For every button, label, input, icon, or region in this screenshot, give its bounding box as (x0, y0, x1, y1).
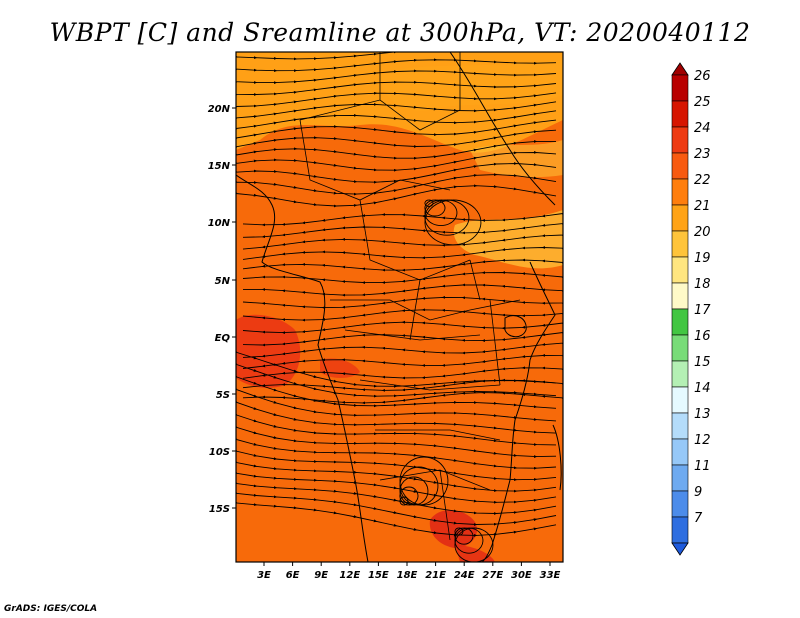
streamline-eddy-southeast (454, 527, 494, 562)
colorbar-label-20: 20 (694, 225, 711, 240)
colorbar-swatch-12 (671, 438, 689, 466)
colorbar-swatch-13 (671, 412, 689, 440)
lon-label-15e: 15E (368, 570, 389, 581)
lat-label-10n: 10N (208, 218, 231, 229)
colorbar-swatch-26 (671, 74, 689, 102)
colorbar-label-23: 23 (694, 147, 711, 162)
colorbar-swatch-15 (671, 360, 689, 388)
map-frame (235, 51, 564, 563)
streamline-eddy-southeast (454, 527, 474, 545)
lon-label-21e: 21E (425, 570, 446, 581)
lon-label-27e: 27E (482, 570, 503, 581)
colorbar-swatch-14 (671, 386, 689, 414)
colorbar-label-25: 25 (694, 95, 711, 110)
lon-label-12e: 12E (339, 570, 360, 581)
streamline-equatorial (242, 289, 563, 310)
colorbar-label-12: 12 (694, 433, 711, 448)
lon-label-9e: 9E (314, 570, 328, 581)
colorbar-label-11: 11 (694, 459, 711, 474)
lon-label-18e: 18E (397, 570, 418, 581)
streamline-equatorial (242, 265, 563, 285)
chart-title: WBPT [C] and Sreamline at 300hPa, VT: 20… (49, 18, 751, 47)
colorbar-label-9: 9 (694, 485, 702, 500)
streamline-eddy-north (424, 199, 434, 207)
streamline-equatorial (242, 301, 563, 322)
colorbar-label-19: 19 (694, 251, 711, 266)
coastlines-borders (236, 52, 562, 562)
streamline-equatorial (242, 241, 563, 260)
longitude-axis: 3E 6E 9E 12E 15E 18E 21E 24E 27E 30E 33E (257, 562, 561, 581)
colorbar-swatch-24 (671, 126, 689, 154)
colorbar-swatch-9 (671, 490, 689, 518)
lat-label-5n: 5N (215, 276, 231, 287)
border-lines (299, 52, 521, 541)
colorbar-label-16: 16 (694, 329, 711, 344)
colorbar-swatch-25 (671, 100, 689, 128)
streamline-equatorial (243, 277, 563, 297)
grads-credit: GrADS: IGES/COLA (4, 604, 98, 614)
lon-label-6e: 6E (286, 570, 300, 581)
colorbar-swatch-16 (671, 334, 689, 362)
coastline-red-sea (449, 52, 556, 206)
colorbar-swatch-22 (671, 178, 689, 206)
coastline-west-africa (236, 174, 369, 562)
lon-label-3e: 3E (257, 570, 271, 581)
shade-region-south-strip (455, 545, 495, 562)
lon-label-24e: 24E (454, 570, 475, 581)
colorbar-label-18: 18 (694, 277, 711, 292)
colorbar-label-21: 21 (694, 199, 711, 214)
colorbar-label-15: 15 (694, 355, 711, 370)
map-panel: 20N 15N 10N 5N EQ 5S 10S 15S 3E 6E 9E 12E 15E 18E 21E… (208, 51, 564, 581)
streamline-south (236, 501, 557, 537)
colorbar-label-22: 22 (694, 173, 711, 188)
lat-label-15n: 15N (208, 161, 231, 172)
colorbar-swatch-23 (671, 152, 689, 180)
colorbar-swatch-7 (671, 516, 689, 544)
lat-label-15s: 15S (209, 504, 230, 515)
streamline-eddy-south (399, 466, 439, 506)
colorbar-swatch-17 (671, 308, 689, 336)
streamline-north (236, 184, 557, 208)
streamline-eddy-southeast (454, 527, 484, 554)
colorbar-swatch-18 (671, 282, 689, 310)
colorbar-top-arrow (671, 62, 689, 76)
coastline-east-africa (481, 261, 556, 562)
colorbar-swatch-21 (671, 204, 689, 232)
colorbar: 26 25 24 23 22 21 20 19 18 17 16 15 14 13 12 11 9 7 (671, 62, 711, 556)
streamline-equatorial (242, 229, 563, 250)
colorbar-label-26: 26 (694, 69, 711, 84)
colorbar-bottom-arrow (671, 542, 689, 556)
streamline-eddy-south (399, 476, 429, 506)
lat-label-20n: 20N (208, 104, 231, 115)
colorbar-label-17: 17 (694, 303, 711, 318)
latitude-axis: 20N 15N 10N 5N EQ 5S 10S 15S (208, 104, 236, 515)
colorbar-label-7: 7 (694, 511, 703, 526)
lat-label-5s: 5S (216, 390, 230, 401)
colorbar-swatch-11 (671, 464, 689, 492)
streamline-eddy-south (399, 486, 419, 506)
colorbar-swatch-20 (671, 230, 689, 258)
lake-victoria (504, 315, 527, 338)
lat-label-eq: EQ (215, 333, 231, 344)
colorbar-label-14: 14 (694, 381, 711, 396)
streamline-equatorial (242, 253, 563, 272)
colorbar-swatch-19 (671, 256, 689, 284)
madagascar-coast (552, 424, 562, 491)
lat-label-10s: 10S (209, 447, 230, 458)
colorbar-label-13: 13 (694, 407, 711, 422)
lon-label-30e: 30E (511, 570, 532, 581)
lon-label-33e: 33E (540, 570, 561, 581)
colorbar-label-24: 24 (694, 121, 711, 136)
